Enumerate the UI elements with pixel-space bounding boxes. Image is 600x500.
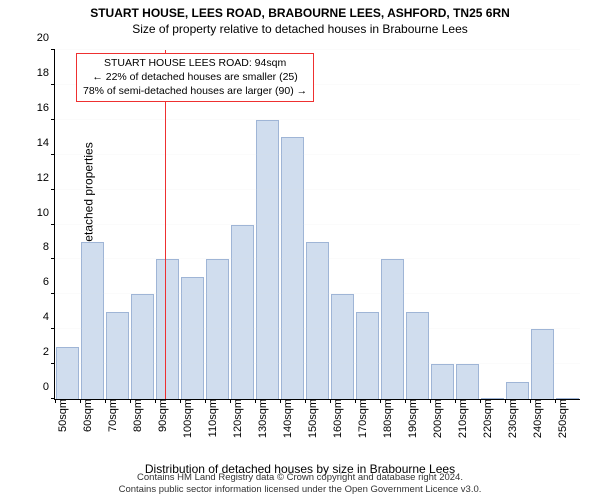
x-tick-label: 190sqm (403, 399, 419, 438)
x-tick-label: 160sqm (328, 399, 344, 438)
y-tick (51, 224, 55, 225)
bar (506, 382, 530, 399)
y-tick-label: 0 (43, 381, 55, 393)
annotation-line: 78% of semi-detached houses are larger (… (83, 85, 307, 99)
y-tick-label: 10 (37, 207, 55, 219)
x-tick-label: 220sqm (478, 399, 494, 438)
gridline (55, 189, 580, 190)
y-tick (51, 84, 55, 85)
y-tick-label: 2 (43, 346, 55, 358)
bar (81, 242, 105, 399)
gridline (55, 258, 580, 259)
x-tick-label: 230sqm (503, 399, 519, 438)
bar (206, 259, 230, 399)
y-tick-label: 16 (37, 102, 55, 114)
footer-line-2: Contains public sector information licen… (0, 484, 600, 496)
bar (456, 364, 480, 399)
y-tick (51, 258, 55, 259)
x-tick-label: 250sqm (553, 399, 569, 438)
footer: Contains HM Land Registry data © Crown c… (0, 472, 600, 496)
chart-area: Number of detached properties 0246810121… (0, 40, 600, 410)
y-tick (51, 293, 55, 294)
y-tick (51, 328, 55, 329)
x-tick-label: 110sqm (203, 399, 219, 437)
x-tick-label: 70sqm (103, 399, 119, 432)
bar (131, 294, 155, 399)
gridline (55, 154, 580, 155)
annotation-line: ← 22% of detached houses are smaller (25… (83, 71, 307, 85)
bar (231, 225, 255, 400)
title-address: STUART HOUSE, LEES ROAD, BRABOURNE LEES,… (0, 0, 600, 20)
x-tick-label: 90sqm (153, 399, 169, 432)
x-tick-label: 140sqm (278, 399, 294, 438)
x-tick-label: 150sqm (303, 399, 319, 438)
x-tick-label: 100sqm (178, 399, 194, 438)
y-tick-label: 18 (37, 67, 55, 79)
y-tick-label: 4 (43, 311, 55, 323)
y-tick (51, 363, 55, 364)
y-tick-label: 20 (37, 32, 55, 44)
y-tick (51, 119, 55, 120)
annotation-line: STUART HOUSE LEES ROAD: 94sqm (83, 57, 307, 71)
bar (181, 277, 205, 399)
bar (156, 259, 180, 399)
plot-area: 0246810121416182050sqm60sqm70sqm80sqm90s… (54, 50, 580, 400)
gridline (55, 119, 580, 120)
bar (106, 312, 130, 399)
y-tick (51, 189, 55, 190)
y-tick (51, 49, 55, 50)
gridline (55, 49, 580, 50)
bar (306, 242, 330, 399)
x-tick-label: 210sqm (453, 399, 469, 438)
bar (431, 364, 455, 399)
gridline (55, 293, 580, 294)
y-tick-label: 8 (43, 241, 55, 253)
footer-line-1: Contains HM Land Registry data © Crown c… (0, 472, 600, 484)
x-tick-label: 200sqm (428, 399, 444, 438)
bar (256, 120, 280, 399)
annotation-box: STUART HOUSE LEES ROAD: 94sqm← 22% of de… (76, 53, 314, 102)
y-tick (51, 154, 55, 155)
y-tick-label: 14 (37, 137, 55, 149)
x-tick-label: 60sqm (78, 399, 94, 432)
bar (381, 259, 405, 399)
x-tick-label: 50sqm (53, 399, 69, 432)
x-tick-label: 130sqm (253, 399, 269, 438)
gridline (55, 363, 580, 364)
x-tick-label: 120sqm (228, 399, 244, 438)
bar (281, 137, 305, 399)
x-tick-label: 180sqm (378, 399, 394, 438)
x-tick-label: 240sqm (528, 399, 544, 438)
bar (406, 312, 430, 399)
x-tick-label: 170sqm (353, 399, 369, 438)
y-tick-label: 12 (37, 172, 55, 184)
gridline (55, 224, 580, 225)
bar (331, 294, 355, 399)
x-tick-label: 80sqm (128, 399, 144, 432)
bar (56, 347, 80, 399)
title-subtitle: Size of property relative to detached ho… (0, 20, 600, 40)
chart-container: STUART HOUSE, LEES ROAD, BRABOURNE LEES,… (0, 0, 600, 500)
y-tick-label: 6 (43, 276, 55, 288)
bar (356, 312, 380, 399)
gridline (55, 328, 580, 329)
